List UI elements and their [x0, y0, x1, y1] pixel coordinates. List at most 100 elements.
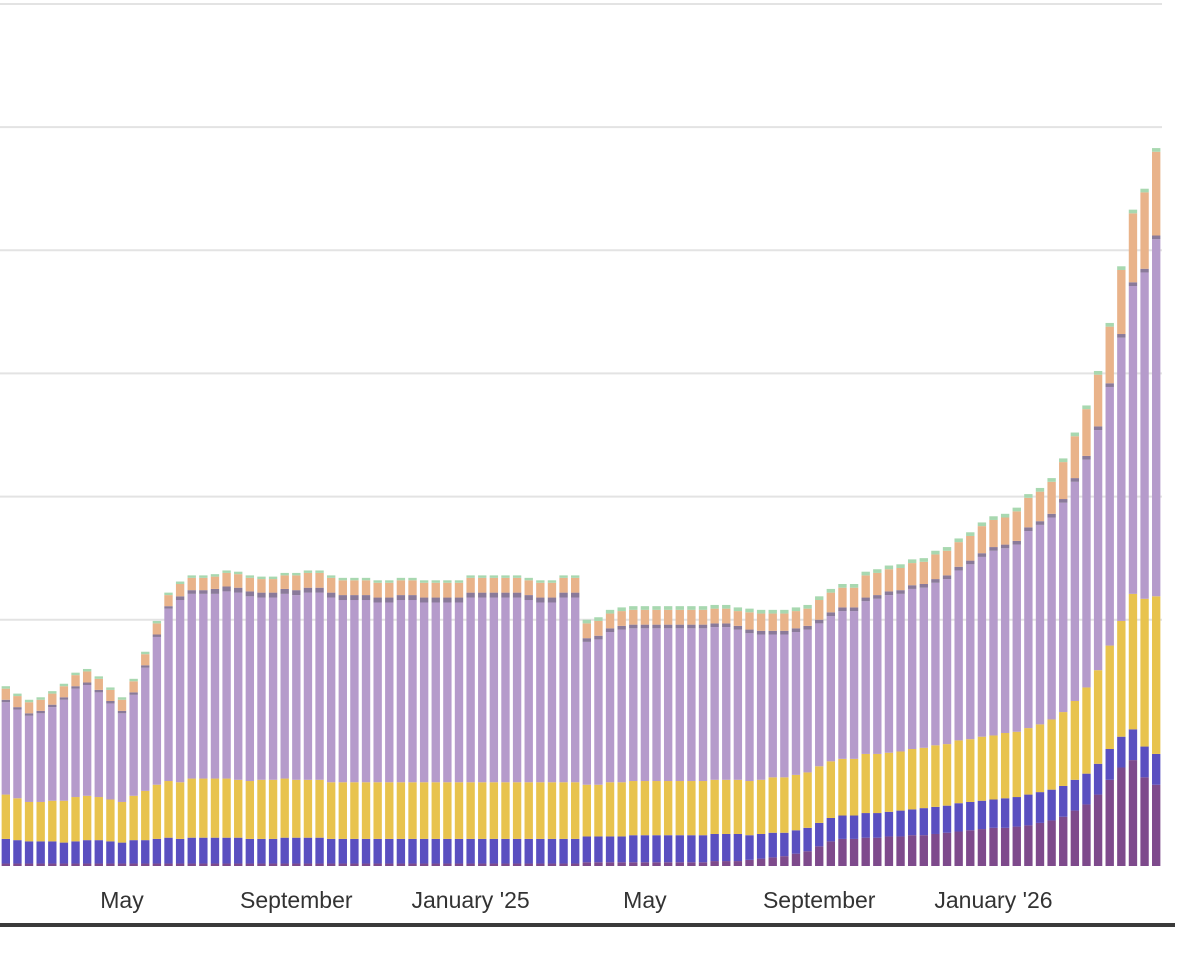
- bar-series-7-24: [280, 572, 289, 576]
- bar-series-2-93: [1082, 773, 1091, 805]
- bar-series-3-95: [1105, 645, 1114, 750]
- bar-series-1-80: [931, 833, 940, 866]
- bar-series-6-44: [512, 577, 522, 593]
- bar-series-5-32: [373, 597, 382, 603]
- bar-series-1-49: [571, 863, 580, 866]
- bar-series-4-52: [605, 632, 615, 783]
- bar-series-5-85: [989, 547, 998, 551]
- bar-series-2-9: [106, 841, 115, 864]
- bar-series-4-86: [1000, 548, 1010, 733]
- bar-series-2-3: [36, 841, 45, 864]
- bar-series-5-64: [745, 629, 754, 634]
- bar-series-6-19: [222, 572, 231, 587]
- bar-series-4-15: [175, 600, 185, 783]
- bar-series-7-9: [106, 687, 115, 690]
- bar-series-3-63: [733, 779, 743, 834]
- bar-series-4-41: [478, 597, 487, 783]
- bar-series-2-10: [117, 842, 127, 864]
- bar-series-5-71: [826, 612, 836, 617]
- bar-series-3-7: [82, 795, 92, 841]
- bar-series-2-78: [907, 809, 917, 836]
- bar-series-1-69: [803, 851, 812, 866]
- bar-series-3-42: [489, 782, 499, 839]
- bar-series-4-30: [350, 600, 359, 783]
- bar-series-5-88: [1024, 527, 1033, 532]
- bar-series-3-56: [652, 781, 661, 836]
- bar-series-1-82: [954, 831, 963, 866]
- bar-series-3-2: [24, 801, 34, 842]
- bar-series-3-18: [210, 778, 220, 838]
- bar-series-2-66: [768, 832, 777, 858]
- bar-series-5-7: [82, 682, 92, 685]
- bar-series-4-23: [268, 597, 278, 780]
- bar-series: [1, 148, 1161, 866]
- x-tick-label: May: [623, 887, 667, 913]
- bar-series-3-99: [1152, 596, 1161, 754]
- bar-series-5-14: [164, 606, 173, 609]
- bar-series-1-9: [106, 863, 115, 866]
- bar-series-1-55: [640, 862, 650, 866]
- bar-series-5-23: [268, 592, 278, 598]
- x-tick-label: September: [763, 887, 876, 913]
- bar-series-7-8: [94, 676, 103, 679]
- bar-series-6-31: [361, 580, 371, 596]
- bar-series-7-1: [13, 693, 22, 697]
- bar-series-1-23: [268, 863, 278, 866]
- bar-series-6-84: [977, 526, 987, 554]
- bar-series-6-98: [1140, 192, 1149, 269]
- bar-series-4-10: [117, 713, 127, 802]
- bar-series-2-91: [1059, 785, 1068, 817]
- bar-series-5-3: [36, 710, 45, 714]
- bar-series-6-88: [1024, 497, 1033, 528]
- bar-series-5-55: [640, 624, 650, 629]
- bar-series-1-76: [884, 836, 894, 866]
- bar-series-1-20: [234, 863, 243, 866]
- bar-series-7-64: [745, 608, 754, 613]
- bar-series-1-24: [280, 863, 289, 866]
- bar-series-3-77: [896, 751, 905, 811]
- bar-series-1-1: [13, 863, 22, 866]
- bar-series-1-14: [164, 863, 173, 866]
- bar-series-7-21: [245, 575, 255, 578]
- bar-series-3-27: [315, 779, 324, 838]
- bar-series-5-45: [524, 595, 533, 601]
- bar-series-4-74: [861, 601, 870, 754]
- bar-series-7-76: [884, 565, 894, 570]
- bar-series-5-44: [512, 592, 522, 598]
- bar-series-5-69: [803, 625, 812, 630]
- bar-series-2-19: [222, 837, 231, 864]
- bar-series-2-35: [408, 838, 417, 864]
- bar-series-7-45: [524, 577, 533, 581]
- bar-series-6-53: [617, 611, 626, 626]
- bar-series-6-94: [1093, 374, 1103, 427]
- bar-series-5-16: [187, 590, 196, 594]
- bar-series-4-84: [977, 556, 987, 737]
- bar-series-2-28: [326, 838, 336, 864]
- bar-series-4-55: [640, 628, 650, 782]
- bar-series-3-94: [1093, 670, 1103, 764]
- bar-series-6-29: [338, 580, 347, 596]
- bar-series-5-77: [896, 590, 905, 594]
- bar-series-5-60: [698, 624, 708, 629]
- bar-series-3-76: [884, 752, 894, 812]
- bar-series-7-25: [292, 572, 301, 576]
- bar-series-3-23: [268, 779, 278, 839]
- bar-series-2-56: [652, 835, 661, 863]
- bar-series-7-27: [315, 570, 324, 573]
- bar-series-7-59: [687, 606, 696, 610]
- bar-series-3-4: [48, 800, 57, 842]
- bar-series-6-41: [478, 577, 487, 593]
- bar-series-1-92: [1070, 810, 1080, 866]
- bar-series-2-23: [268, 838, 278, 864]
- bar-series-4-89: [1035, 524, 1045, 725]
- bar-series-2-51: [594, 836, 603, 863]
- bar-series-6-6: [71, 675, 80, 687]
- bar-series-7-92: [1070, 432, 1080, 437]
- bar-series-1-75: [873, 837, 882, 866]
- bar-series-2-22: [257, 838, 266, 864]
- bar-series-6-36: [419, 582, 429, 598]
- bar-series-5-51: [594, 635, 603, 640]
- bar-series-7-3: [36, 697, 45, 700]
- x-tick-label: May: [100, 887, 144, 913]
